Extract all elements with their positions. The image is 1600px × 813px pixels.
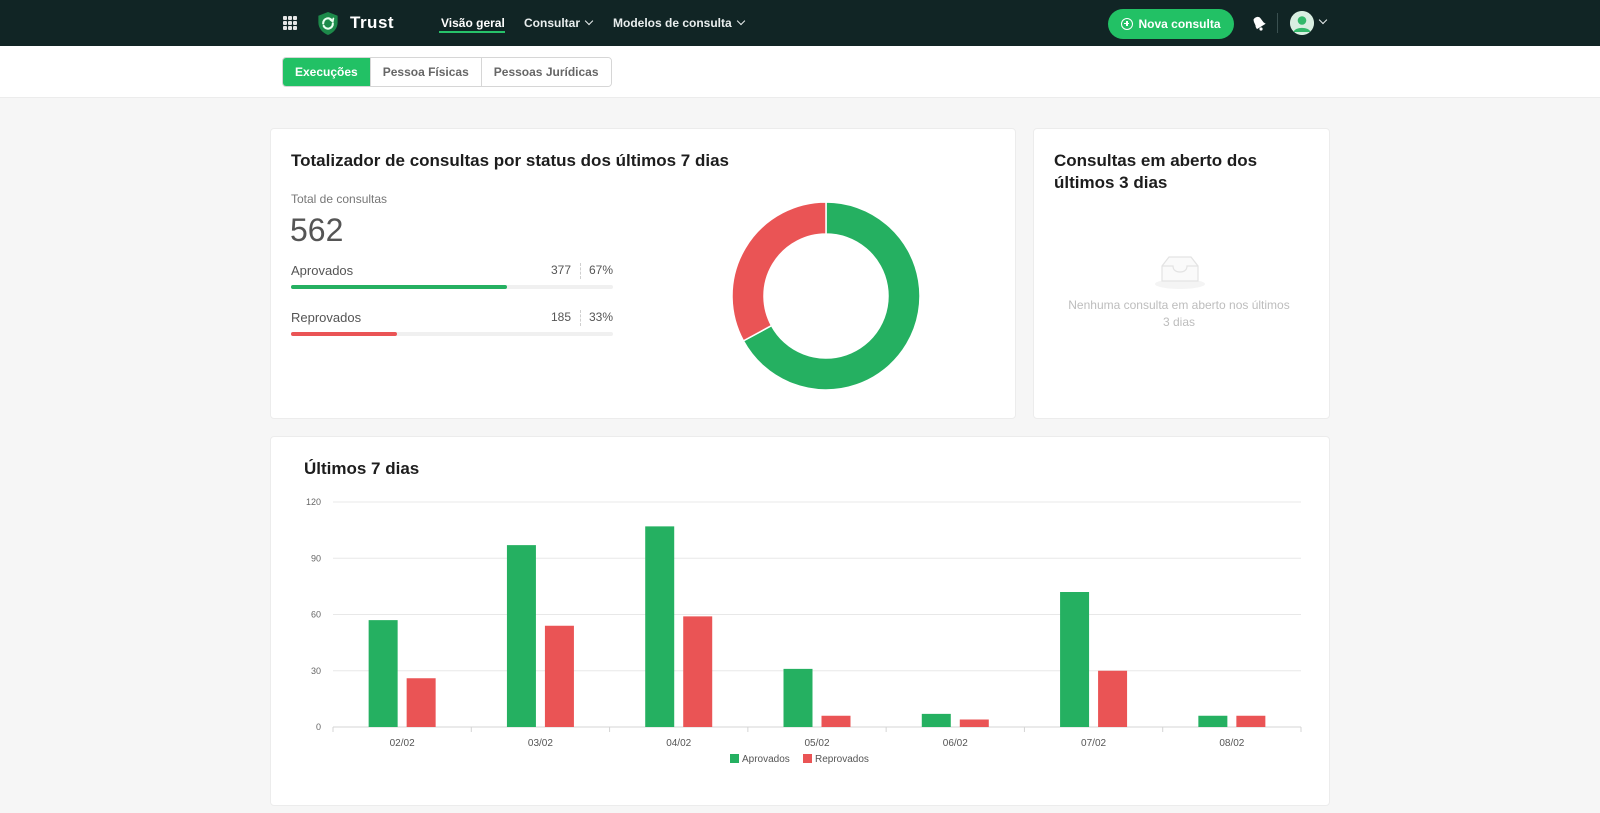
- bar-reprovados-07-02[interactable]: [1098, 670, 1128, 727]
- approved-label: Aprovados: [291, 263, 354, 278]
- legend-label[interactable]: Reprovados: [815, 754, 869, 765]
- status-donut-chart: [731, 201, 921, 391]
- bell-icon[interactable]: [1251, 15, 1267, 31]
- y-tick-label: 60: [311, 610, 321, 620]
- tab-pessoas-juridicas[interactable]: Pessoas Jurídicas: [481, 58, 611, 86]
- bar-aprovados-05-02[interactable]: [783, 668, 813, 727]
- view-tabs: Execuções Pessoa Físicas Pessoas Jurídic…: [282, 57, 612, 87]
- bar-aprovados-03-02[interactable]: [506, 545, 536, 727]
- plus-circle-icon: [1121, 18, 1134, 30]
- bar-reprovados-03-02[interactable]: [544, 625, 574, 727]
- summary-title: Totalizador de consultas por status dos …: [291, 151, 729, 170]
- x-tick-label: 07/02: [1081, 738, 1106, 749]
- total-label: Total de consultas: [291, 192, 388, 206]
- x-tick-label: 05/02: [804, 738, 829, 749]
- rejected-count: 185: [550, 310, 571, 324]
- approved-count: 377: [550, 263, 571, 277]
- bar-reprovados-02-02[interactable]: [406, 678, 436, 727]
- nav-visao-geral[interactable]: Visão geral: [441, 16, 505, 30]
- approved-separator: [580, 263, 581, 279]
- inbox-icon: [1155, 256, 1205, 289]
- legend-label[interactable]: Aprovados: [742, 754, 790, 765]
- open-queries-card: Consultas em aberto dos últimos 3 dias N…: [1033, 128, 1330, 419]
- rejected-pct: 33%: [589, 310, 614, 324]
- legend-swatch[interactable]: [803, 754, 812, 763]
- x-tick-label: 08/02: [1219, 738, 1244, 749]
- donut-slice-reprovados[interactable]: [731, 201, 827, 342]
- nav-consultar[interactable]: Consultar: [524, 16, 594, 30]
- brand-name[interactable]: Trust: [350, 13, 395, 32]
- x-tick-label: 03/02: [528, 738, 553, 749]
- top-navbar: Trust Visão geral Consultar Modelos de c…: [0, 0, 1600, 46]
- user-avatar[interactable]: [1290, 11, 1314, 35]
- empty-state-text: Nenhuma consulta em aberto nos últimos 3…: [1054, 297, 1304, 331]
- legend-swatch[interactable]: [730, 754, 739, 763]
- approved-progress-fill: [291, 285, 507, 289]
- last-7-days-bar-chart: 0 30 60 90 120 02/02 03/02 04/02 05/02 06/02 07/02…: [306, 497, 1302, 765]
- open-queries-title: Consultas em aberto dos últimos 3 dias: [1054, 150, 1257, 194]
- rejected-label: Reprovados: [291, 310, 362, 325]
- x-tick-label: 04/02: [666, 738, 691, 749]
- summary-card: Totalizador de consultas por status dos …: [270, 128, 1016, 419]
- bar-reprovados-06-02[interactable]: [959, 719, 989, 728]
- bar-aprovados-07-02[interactable]: [1060, 592, 1090, 727]
- empty-text-line1: Nenhuma consulta em aberto nos últimos: [1068, 298, 1290, 312]
- chevron-down-icon: [584, 16, 594, 26]
- nav-active-underline: [439, 31, 505, 33]
- tab-pessoa-fisicas[interactable]: Pessoa Físicas: [370, 58, 482, 86]
- y-tick-label: 0: [316, 722, 321, 732]
- nav-modelos-label: Modelos de consulta: [613, 16, 732, 30]
- donut-slice-aprovados[interactable]: [742, 201, 921, 391]
- open-queries-title-line1: Consultas em aberto dos: [1054, 151, 1258, 170]
- empty-text-line2: 3 dias: [1162, 315, 1196, 329]
- tab-execucoes[interactable]: Execuções: [283, 58, 371, 86]
- rejected-progress-fill: [291, 332, 398, 336]
- rejected-progress: [291, 332, 613, 336]
- rejected-separator: [580, 310, 581, 326]
- last-7-days-card: Últimos 7 dias 0 30 60 90 120 02/02 03/02 04/02…: [270, 436, 1330, 806]
- nav-consultar-label: Consultar: [524, 16, 581, 30]
- avatar-chevron-down-icon[interactable]: [1318, 15, 1328, 25]
- approved-pct: 67%: [589, 263, 614, 277]
- shield-check-icon: [318, 11, 338, 36]
- approved-progress: [291, 285, 613, 289]
- nav-modelos-de-consulta[interactable]: Modelos de consulta: [613, 16, 745, 30]
- navbar-divider: [1277, 13, 1278, 33]
- bar-reprovados-04-02[interactable]: [683, 616, 713, 727]
- chevron-down-icon: [736, 16, 745, 26]
- bar-reprovados-08-02[interactable]: [1236, 715, 1266, 727]
- x-tick-label: 06/02: [943, 738, 968, 749]
- x-tick-label: 02/02: [390, 738, 415, 749]
- bar-chart-title: Últimos 7 dias: [304, 459, 420, 478]
- subnav-bar: Execuções Pessoa Físicas Pessoas Jurídic…: [0, 46, 1600, 98]
- apps-grid-icon[interactable]: [283, 16, 297, 30]
- nova-consulta-button[interactable]: Nova consulta: [1108, 9, 1234, 39]
- bar-aprovados-02-02[interactable]: [368, 620, 398, 727]
- bar-aprovados-04-02[interactable]: [645, 526, 675, 727]
- y-tick-label: 90: [311, 553, 321, 563]
- y-tick-label: 120: [306, 497, 321, 507]
- open-queries-title-line2: últimos 3 dias: [1054, 173, 1168, 192]
- bar-reprovados-05-02[interactable]: [821, 715, 851, 727]
- y-tick-label: 30: [311, 666, 321, 676]
- avatar-person-icon: [1290, 11, 1314, 35]
- total-value: 562: [290, 212, 344, 248]
- bar-aprovados-08-02[interactable]: [1198, 715, 1228, 727]
- nova-consulta-label: Nova consulta: [1138, 17, 1221, 31]
- bar-aprovados-06-02[interactable]: [921, 713, 951, 727]
